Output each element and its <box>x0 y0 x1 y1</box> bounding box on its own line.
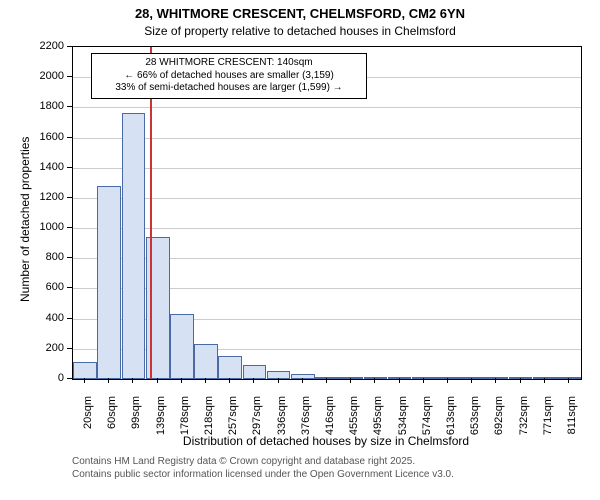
y-tick <box>67 257 72 258</box>
x-tick <box>350 378 351 383</box>
y-tick-label: 200 <box>32 342 64 354</box>
histogram-bar <box>436 377 460 379</box>
x-tick <box>471 378 472 383</box>
x-tick-label: 218sqm <box>203 396 215 440</box>
y-axis-label: Number of detached properties <box>18 286 32 302</box>
y-tick <box>67 46 72 47</box>
x-tick-label: 139sqm <box>155 396 167 440</box>
x-tick <box>326 378 327 383</box>
y-tick <box>67 318 72 319</box>
x-tick-label: 574sqm <box>421 396 433 440</box>
histogram-bar <box>557 377 581 379</box>
y-tick <box>67 348 72 349</box>
chart-container: 28, WHITMORE CRESCENT, CHELMSFORD, CM2 6… <box>0 0 600 500</box>
gridline <box>73 107 581 108</box>
histogram-bar <box>291 374 315 379</box>
x-tick <box>132 378 133 383</box>
x-tick-label: 811sqm <box>566 396 578 440</box>
x-tick <box>544 378 545 383</box>
x-tick <box>374 378 375 383</box>
footer-line-1: Contains HM Land Registry data © Crown c… <box>72 456 454 469</box>
y-tick <box>67 76 72 77</box>
y-tick-label: 0 <box>32 372 64 384</box>
x-tick-label: 20sqm <box>82 396 94 440</box>
x-tick <box>157 378 158 383</box>
x-tick-label: 99sqm <box>130 396 142 440</box>
x-tick-label: 60sqm <box>106 396 118 440</box>
y-tick-label: 1200 <box>32 191 64 203</box>
x-tick-label: 495sqm <box>372 396 384 440</box>
x-tick-label: 771sqm <box>542 396 554 440</box>
chart-title-main: 28, WHITMORE CRESCENT, CHELMSFORD, CM2 6… <box>0 6 600 21</box>
x-tick-label: 336sqm <box>276 396 288 440</box>
y-tick <box>67 137 72 138</box>
x-tick-label: 692sqm <box>493 396 505 440</box>
x-tick-label: 178sqm <box>179 396 191 440</box>
y-tick-label: 2000 <box>32 70 64 82</box>
histogram-bar <box>533 377 557 379</box>
histogram-bar <box>97 186 121 379</box>
x-tick <box>302 378 303 383</box>
gridline <box>73 228 581 229</box>
y-tick-label: 800 <box>32 251 64 263</box>
x-tick-label: 653sqm <box>469 396 481 440</box>
chart-title-sub: Size of property relative to detached ho… <box>0 24 600 38</box>
x-tick-label: 257sqm <box>227 396 239 440</box>
histogram-bar <box>412 377 436 379</box>
x-tick <box>84 378 85 383</box>
footer-attribution: Contains HM Land Registry data © Crown c… <box>72 456 454 481</box>
histogram-bar <box>218 356 242 379</box>
x-tick <box>495 378 496 383</box>
y-tick-label: 1000 <box>32 221 64 233</box>
histogram-bar <box>267 371 291 379</box>
x-tick-label: 297sqm <box>251 396 263 440</box>
histogram-bar <box>243 365 267 379</box>
x-tick <box>520 378 521 383</box>
y-tick <box>67 167 72 168</box>
x-tick <box>278 378 279 383</box>
y-tick <box>67 106 72 107</box>
x-tick <box>423 378 424 383</box>
y-tick-label: 2200 <box>32 40 64 52</box>
y-tick-label: 1800 <box>32 100 64 112</box>
y-tick-label: 400 <box>32 312 64 324</box>
annotation-line-1: 28 WHITMORE CRESCENT: 140sqm <box>98 57 360 70</box>
x-tick-label: 732sqm <box>518 396 530 440</box>
x-tick-label: 455sqm <box>348 396 360 440</box>
x-tick-label: 416sqm <box>324 396 336 440</box>
y-tick <box>67 378 72 379</box>
x-tick <box>399 378 400 383</box>
x-tick <box>447 378 448 383</box>
x-tick-label: 613sqm <box>445 396 457 440</box>
x-tick <box>205 378 206 383</box>
histogram-bar <box>73 362 97 379</box>
x-tick-label: 534sqm <box>397 396 409 440</box>
annotation-line-2: ← 66% of detached houses are smaller (3,… <box>98 70 360 83</box>
x-tick <box>108 378 109 383</box>
annotation-line-3: 33% of semi-detached houses are larger (… <box>98 82 360 95</box>
y-tick <box>67 287 72 288</box>
histogram-bar <box>194 344 218 379</box>
histogram-bar <box>170 314 194 379</box>
gridline <box>73 138 581 139</box>
x-tick <box>181 378 182 383</box>
x-tick <box>253 378 254 383</box>
gridline <box>73 168 581 169</box>
y-tick <box>67 227 72 228</box>
gridline <box>73 198 581 199</box>
plot-area: 28 WHITMORE CRESCENT: 140sqm← 66% of det… <box>72 46 582 380</box>
annotation-box: 28 WHITMORE CRESCENT: 140sqm← 66% of det… <box>91 53 367 99</box>
x-tick-label: 376sqm <box>300 396 312 440</box>
y-tick-label: 600 <box>32 281 64 293</box>
x-tick <box>568 378 569 383</box>
y-tick-label: 1600 <box>32 131 64 143</box>
histogram-bar <box>122 113 146 379</box>
y-tick-label: 1400 <box>32 161 64 173</box>
y-tick <box>67 197 72 198</box>
x-tick <box>229 378 230 383</box>
footer-line-2: Contains public sector information licen… <box>72 469 454 482</box>
